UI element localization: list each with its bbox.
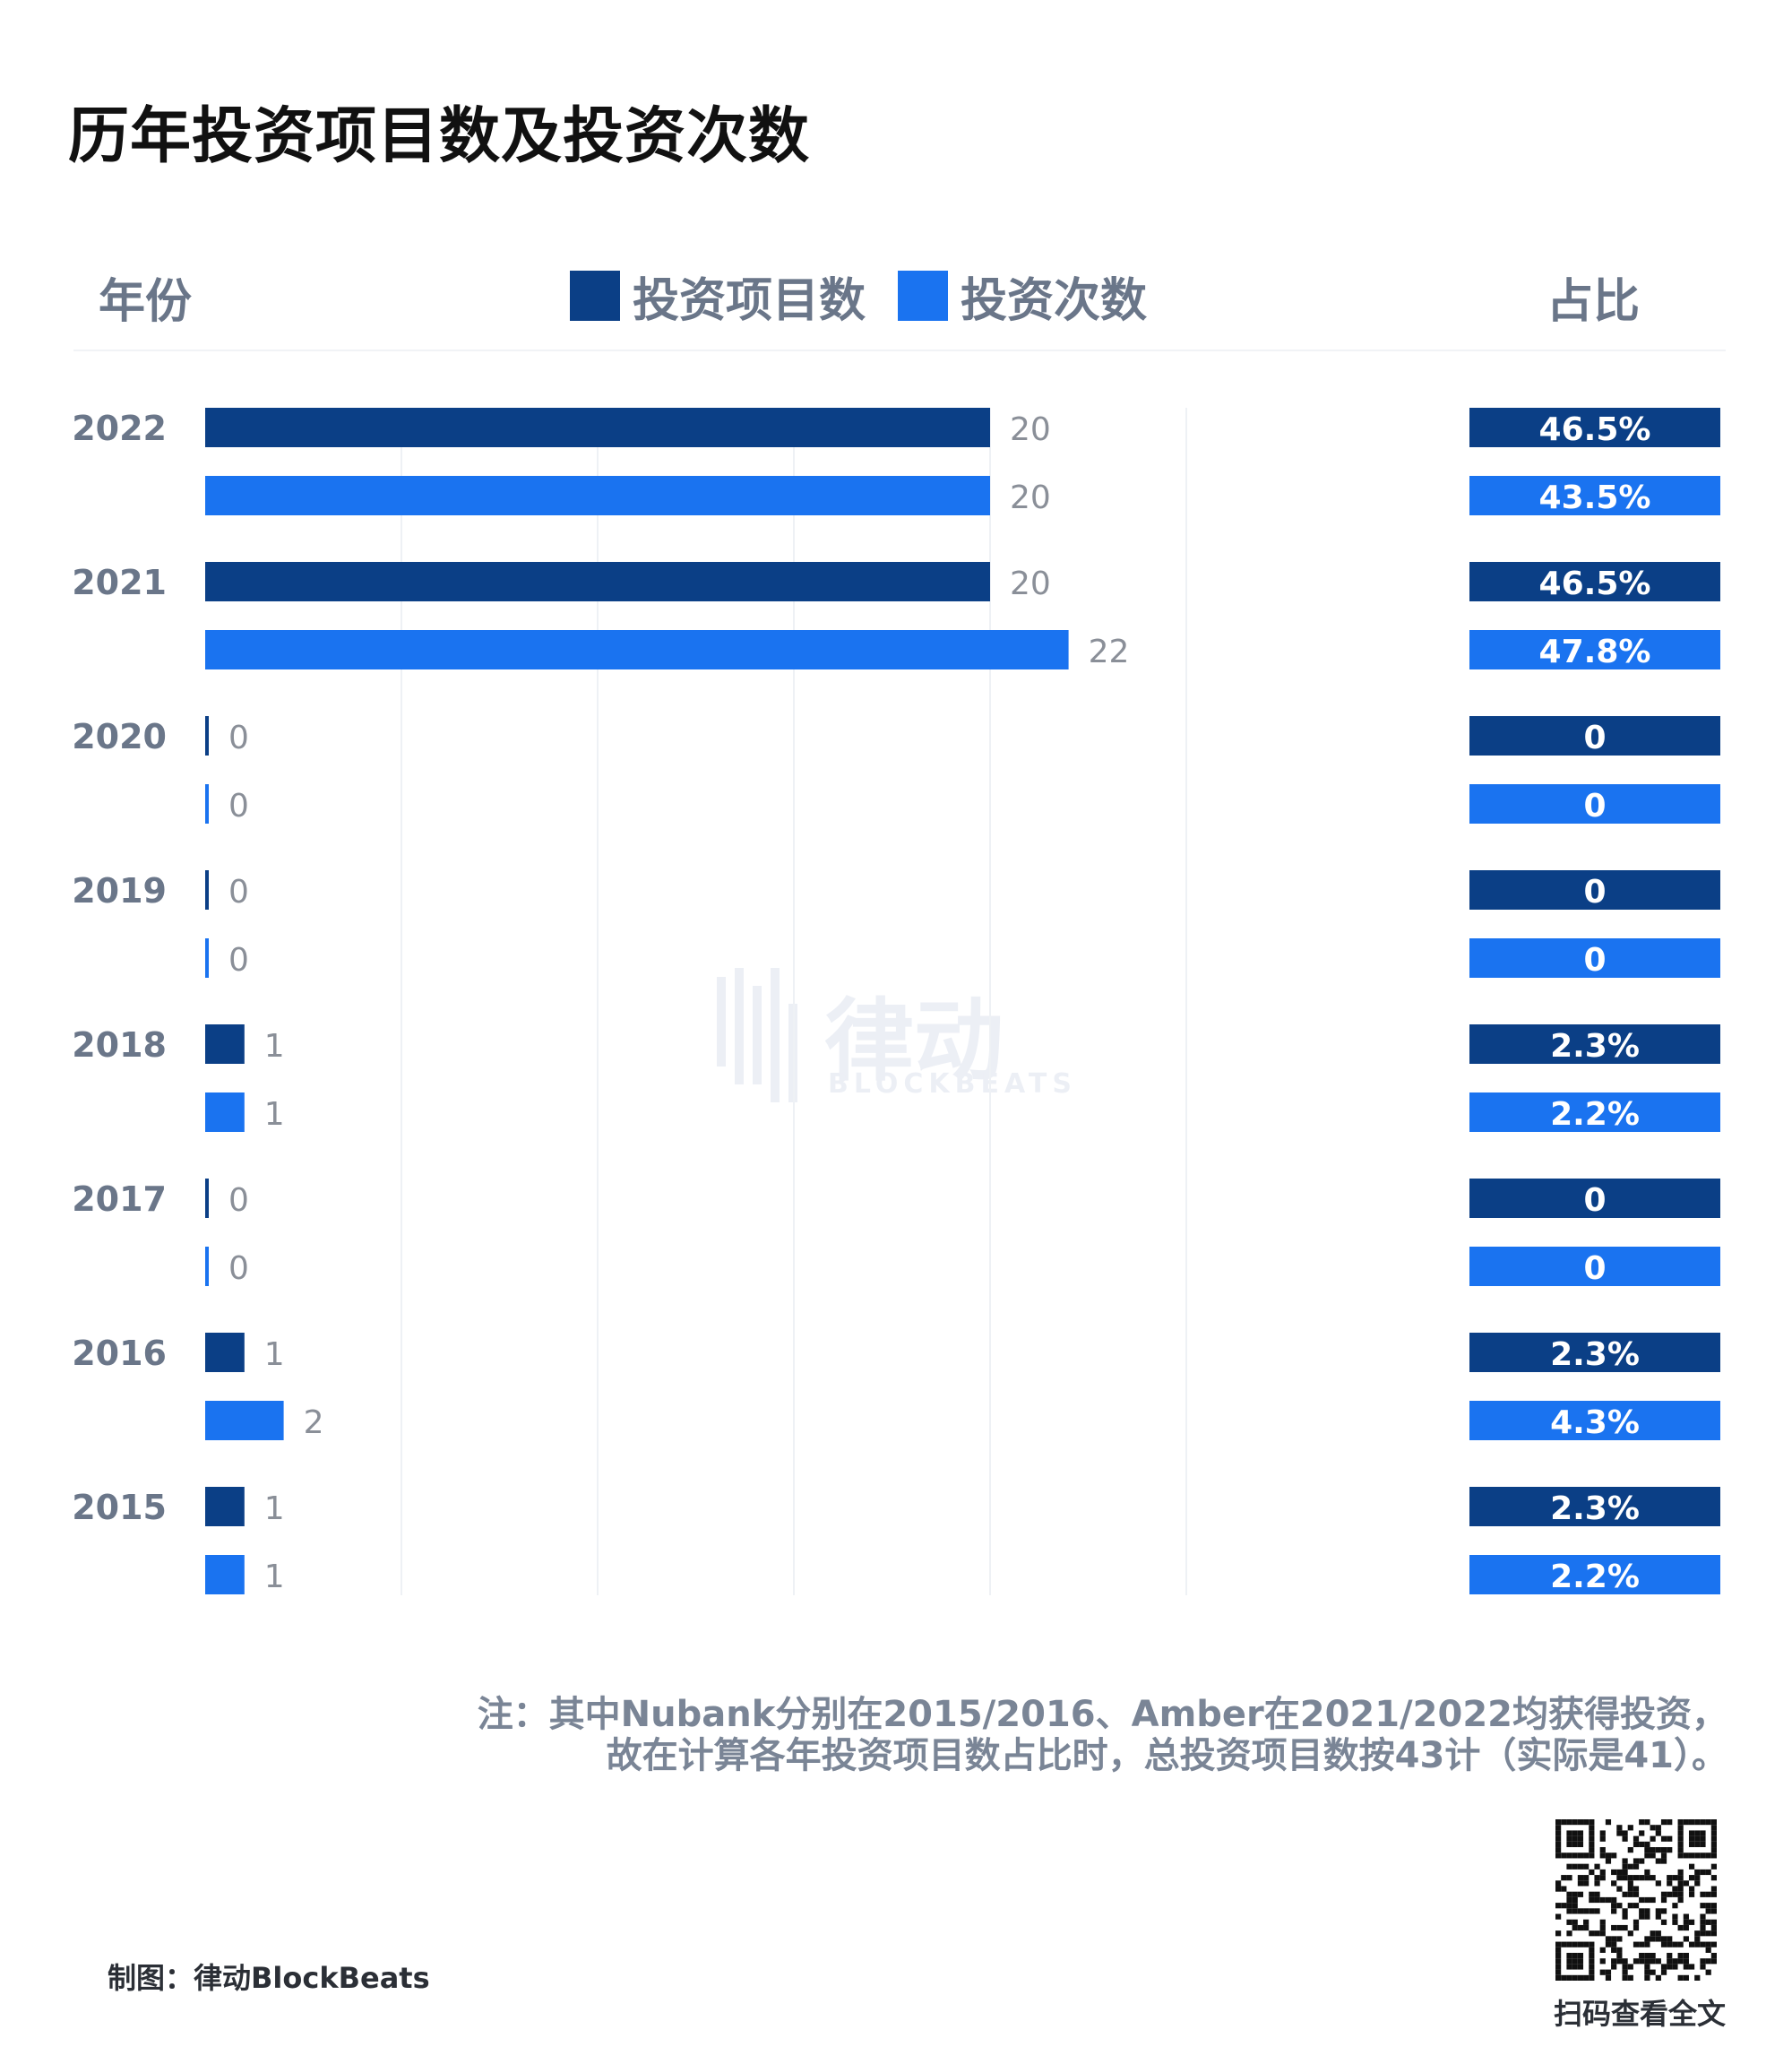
share-badge <box>1469 1179 1720 1218</box>
qr-code-icon[interactable] <box>1555 1819 1717 1981</box>
header-divider <box>73 350 1726 351</box>
bar <box>205 1487 245 1526</box>
chart-header: 年份 投资项目数 投资次数 占比 <box>0 251 1792 341</box>
bar <box>205 1555 245 1594</box>
bar <box>205 1024 245 1064</box>
share-badge <box>1469 562 1720 601</box>
share-label: 0 <box>1583 788 1606 825</box>
bar <box>205 1247 209 1286</box>
share-label: 4.3% <box>1550 1404 1640 1441</box>
value-label: 1 <box>264 1336 285 1373</box>
qr-caption: 扫码查看全文 <box>1553 1997 1726 2031</box>
share-badge <box>1469 1401 1720 1440</box>
share-label: 43.5% <box>1539 479 1651 516</box>
bar <box>205 562 990 601</box>
value-label: 1 <box>264 1028 285 1065</box>
share-label: 2.2% <box>1550 1096 1640 1133</box>
legend: 投资项目数 投资次数 <box>570 260 1179 332</box>
share-badge <box>1469 1247 1720 1286</box>
ratio-column-header: 占比 <box>1546 275 1641 329</box>
bar <box>205 870 209 910</box>
value-label: 0 <box>228 1250 249 1287</box>
bar <box>205 1333 245 1372</box>
value-label: 20 <box>1010 566 1051 602</box>
year-label: 2020 <box>72 717 167 756</box>
share-badge <box>1469 1333 1720 1372</box>
share-badge <box>1469 408 1720 447</box>
bar <box>205 1179 209 1218</box>
share-label: 2.2% <box>1550 1559 1640 1595</box>
year-label: 2017 <box>72 1179 167 1219</box>
bar <box>205 408 990 447</box>
value-label: 2 <box>304 1404 324 1441</box>
footnote: 注：其中Nubank分别在2015/2016、Amber在2021/2022均获… <box>478 1694 1727 1776</box>
value-label: 0 <box>228 788 249 825</box>
share-badge <box>1469 870 1720 910</box>
year-label: 2019 <box>72 871 167 911</box>
chart-title: 历年投资项目数及投资次数 <box>68 101 811 172</box>
bar <box>205 1092 245 1132</box>
watermark-subtext: BLOCKBEATS <box>828 1068 1077 1100</box>
bar <box>205 1401 284 1440</box>
legend-label-investments: 投资次数 <box>961 273 1148 328</box>
bar <box>205 716 209 756</box>
value-label: 0 <box>228 874 249 911</box>
bar <box>205 784 209 824</box>
value-label: 20 <box>1010 411 1051 448</box>
share-badge <box>1469 938 1720 978</box>
footnote-line-2: 故在计算各年投资项目数占比时，总投资项目数按43计（实际是41）。 <box>606 1735 1727 1776</box>
legend-item-projects: 投资项目数 <box>570 263 866 330</box>
share-label: 0 <box>1583 874 1606 911</box>
legend-swatch-investments <box>898 271 949 321</box>
share-badge <box>1469 716 1720 756</box>
bar <box>205 476 990 515</box>
value-label: 22 <box>1089 634 1130 670</box>
year-label: 2015 <box>72 1488 167 1527</box>
legend-label-projects: 投资项目数 <box>633 273 866 328</box>
share-label: 0 <box>1583 942 1606 979</box>
legend-swatch-projects <box>570 271 620 321</box>
share-label: 47.8% <box>1539 634 1651 670</box>
value-label: 0 <box>228 1182 249 1219</box>
value-label: 0 <box>228 720 249 756</box>
share-badge <box>1469 476 1720 515</box>
value-label: 1 <box>264 1559 285 1595</box>
chart-credit: 制图：律动BlockBeats <box>108 1961 430 1995</box>
bar <box>205 938 209 978</box>
share-badge <box>1469 1555 1720 1594</box>
footnote-line-1: 注：其中Nubank分别在2015/2016、Amber在2021/2022均获… <box>477 1694 1727 1735</box>
year-label: 2022 <box>72 409 167 448</box>
value-label: 20 <box>1010 479 1051 516</box>
share-label: 0 <box>1583 720 1606 756</box>
year-column-header: 年份 <box>99 275 193 329</box>
value-label: 1 <box>264 1490 285 1527</box>
share-badge <box>1469 784 1720 824</box>
year-label: 2018 <box>72 1025 167 1065</box>
value-label: 0 <box>228 942 249 979</box>
share-badge <box>1469 630 1720 669</box>
share-badge <box>1469 1092 1720 1132</box>
bar <box>205 630 1069 669</box>
share-label: 46.5% <box>1539 411 1651 448</box>
share-badge <box>1469 1487 1720 1526</box>
bar-chart: 2022 20 46.5%20 43.5%2021 20 46.5%22 47.8%2020… <box>72 408 1720 1595</box>
year-label: 2016 <box>72 1334 167 1373</box>
share-label: 0 <box>1583 1250 1606 1287</box>
share-label: 0 <box>1583 1182 1606 1219</box>
share-badge <box>1469 1024 1720 1064</box>
legend-item-investments: 投资次数 <box>898 263 1147 330</box>
value-label: 1 <box>264 1096 285 1133</box>
watermark-text: 律动 <box>824 989 1004 1093</box>
year-label: 2021 <box>72 563 167 602</box>
share-label: 2.3% <box>1550 1028 1640 1065</box>
share-label: 2.3% <box>1550 1336 1640 1373</box>
share-label: 46.5% <box>1539 566 1651 602</box>
share-label: 2.3% <box>1550 1490 1640 1527</box>
